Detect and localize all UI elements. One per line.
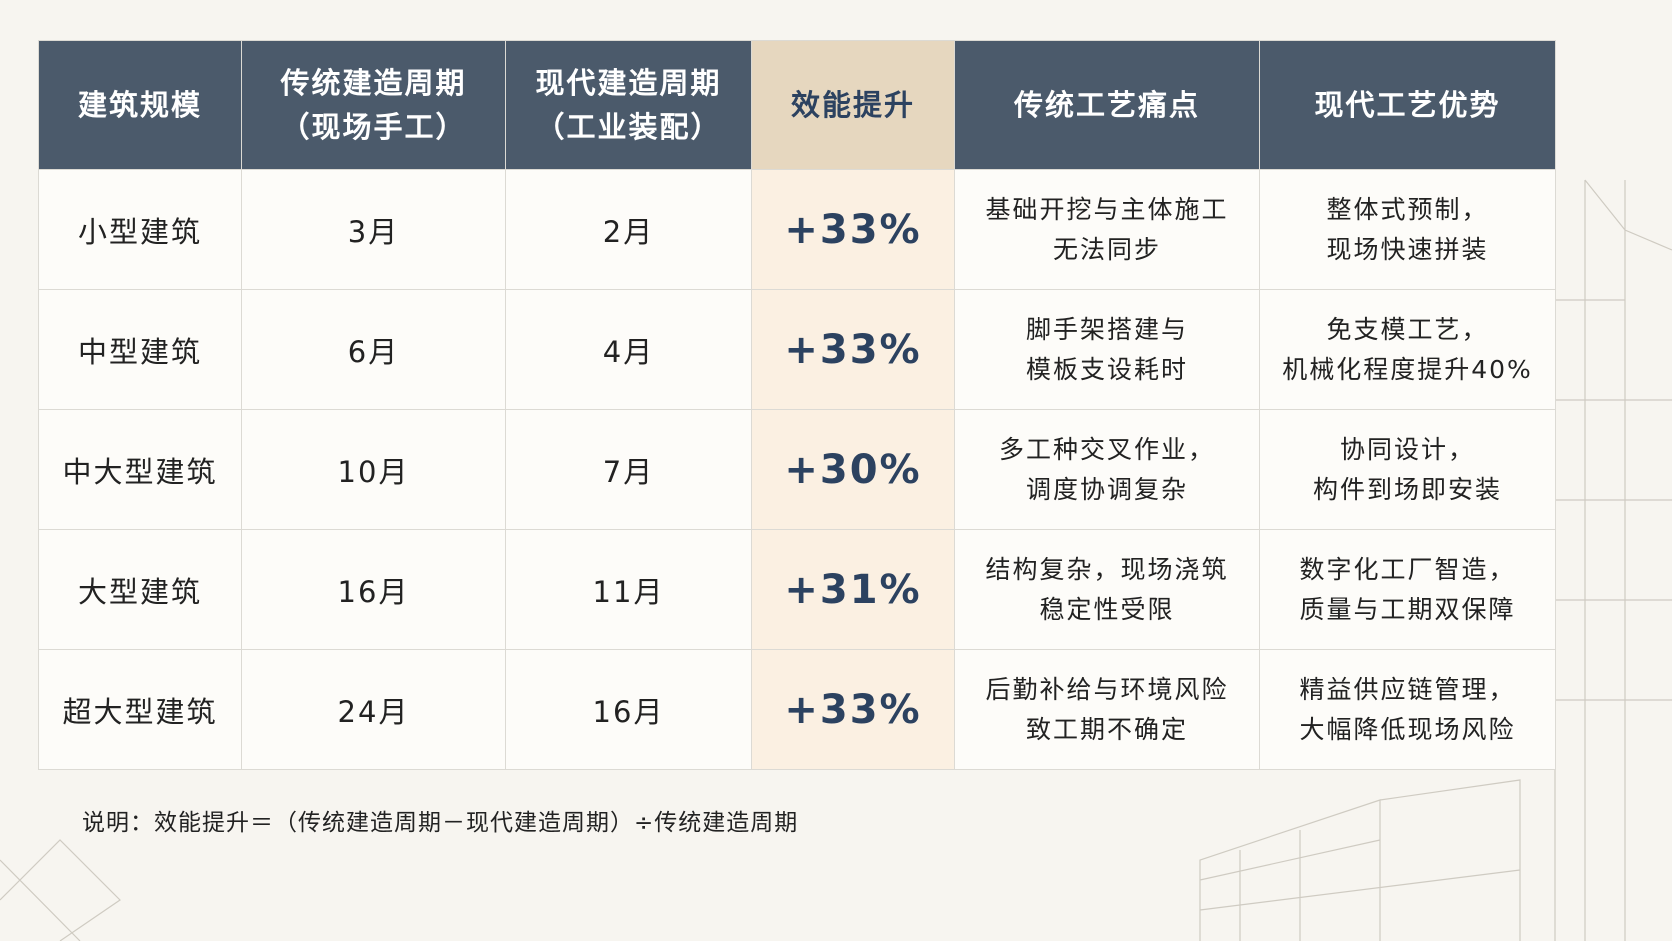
table-cell: +30%: [751, 409, 955, 530]
table-cell: 中型建筑: [38, 289, 242, 410]
cell-line: （工业装配）: [535, 110, 722, 144]
cell-line: 7月: [602, 454, 655, 489]
cell-line: 调度协调复杂: [1025, 474, 1188, 504]
table-row: 小型建筑 3月 2月 +33% 基础开挖与主体施工 无法同步 整体式预制， 现场快速拼装: [38, 169, 1556, 290]
header-cell: 现代工艺优势: [1259, 40, 1556, 170]
cell-line: +33%: [784, 326, 922, 373]
table-row: 大型建筑 16月 11月 +31% 结构复杂，现场浇筑 稳定性受限 数字化工厂智造， 质量与工…: [38, 529, 1556, 650]
cell-line: 中大型建筑: [62, 454, 218, 489]
cell-line: 精益供应链管理，: [1299, 674, 1516, 704]
header-cell: 传统工艺痛点: [954, 40, 1260, 170]
table-cell: 10月: [241, 409, 506, 530]
table-row: 中型建筑 6月 4月 +33% 脚手架搭建与 模板支设耗时 免支模工艺， 机械化程度提升40%: [38, 289, 1556, 410]
table-row: 超大型建筑 24月 16月 +33% 后勤补给与环境风险 致工期不确定 精益供应链管理， 大幅…: [38, 649, 1556, 770]
cell-line: 10月: [337, 454, 410, 489]
table-cell: 大型建筑: [38, 529, 242, 650]
header-cell: 效能提升: [751, 40, 955, 170]
cell-line: 模板支设耗时: [1025, 354, 1188, 384]
table-cell: 16月: [241, 529, 506, 650]
table-cell: 超大型建筑: [38, 649, 242, 770]
cell-line: 16月: [592, 694, 665, 729]
cell-line: 大型建筑: [77, 574, 202, 609]
table-cell: +33%: [751, 649, 955, 770]
cell-line: 2月: [602, 214, 655, 249]
table-cell: 4月: [505, 289, 752, 410]
cell-line: 24月: [337, 694, 410, 729]
cell-line: 无法同步: [1052, 234, 1161, 264]
cell-line: 现场快速拼装: [1326, 234, 1489, 264]
table-cell: 后勤补给与环境风险 致工期不确定: [954, 649, 1260, 770]
cell-line: 基础开挖与主体施工: [985, 194, 1229, 224]
table-cell: 2月: [505, 169, 752, 290]
cell-line: 3月: [347, 214, 400, 249]
table-cell: 3月: [241, 169, 506, 290]
table-cell: 11月: [505, 529, 752, 650]
cell-line: 4月: [602, 334, 655, 369]
cell-line: 建筑规模: [77, 88, 202, 122]
header-cell: 建筑规模: [38, 40, 242, 170]
cell-line: 中型建筑: [77, 334, 202, 369]
table-cell: 免支模工艺， 机械化程度提升40%: [1259, 289, 1556, 410]
cell-line: 16月: [337, 574, 410, 609]
table-cell: 结构复杂，现场浇筑 稳定性受限: [954, 529, 1260, 650]
cell-line: 多工种交叉作业，: [998, 434, 1215, 464]
cell-line: 机械化程度提升40%: [1282, 354, 1533, 384]
table-cell: 精益供应链管理， 大幅降低现场风险: [1259, 649, 1556, 770]
header-row: 建筑规模 传统建造周期 （现场手工） 现代建造周期 （工业装配） 效能提升 传统工艺痛点 现代…: [38, 40, 1556, 170]
table-cell: 协同设计， 构件到场即安装: [1259, 409, 1556, 530]
cell-line: 效能提升: [790, 88, 915, 122]
cell-line: 后勤补给与环境风险: [985, 674, 1229, 704]
cell-line: 整体式预制，: [1326, 194, 1489, 224]
table-cell: 7月: [505, 409, 752, 530]
cell-line: 稳定性受限: [1039, 594, 1175, 624]
comparison-table: 建筑规模 传统建造周期 （现场手工） 现代建造周期 （工业装配） 效能提升 传统工艺痛点 现代…: [38, 40, 1556, 770]
cell-line: 大幅降低现场风险: [1299, 714, 1516, 744]
table-cell: +33%: [751, 169, 955, 290]
header-cell: 传统建造周期 （现场手工）: [241, 40, 506, 170]
table-cell: 6月: [241, 289, 506, 410]
cell-line: 超大型建筑: [62, 694, 218, 729]
cell-line: +33%: [784, 686, 922, 733]
table-row: 中大型建筑 10月 7月 +30% 多工种交叉作业， 调度协调复杂 协同设计， 构件到场即安装: [38, 409, 1556, 530]
table-cell: 多工种交叉作业， 调度协调复杂: [954, 409, 1260, 530]
header-cell: 现代建造周期 （工业装配）: [505, 40, 752, 170]
cell-line: 数字化工厂智造，: [1299, 554, 1516, 584]
cell-line: 致工期不确定: [1025, 714, 1188, 744]
table-cell: 脚手架搭建与 模板支设耗时: [954, 289, 1260, 410]
table-cell: 中大型建筑: [38, 409, 242, 530]
cell-line: （现场手工）: [280, 110, 467, 144]
cell-line: 结构复杂，现场浇筑: [985, 554, 1229, 584]
cell-line: 现代工艺优势: [1314, 88, 1501, 122]
table-cell: 24月: [241, 649, 506, 770]
cell-line: 传统工艺痛点: [1013, 88, 1200, 122]
cell-line: 传统建造周期: [280, 66, 467, 100]
cell-line: 构件到场即安装: [1312, 474, 1502, 504]
cell-line: 免支模工艺，: [1326, 314, 1489, 344]
table-cell: 16月: [505, 649, 752, 770]
cell-line: 小型建筑: [77, 214, 202, 249]
cell-line: 质量与工期双保障: [1299, 594, 1516, 624]
cell-line: +33%: [784, 206, 922, 253]
cell-line: +31%: [784, 566, 922, 613]
cell-line: +30%: [784, 446, 922, 493]
cell-line: 6月: [347, 334, 400, 369]
table-cell: 基础开挖与主体施工 无法同步: [954, 169, 1260, 290]
table-cell: 整体式预制， 现场快速拼装: [1259, 169, 1556, 290]
cell-line: 脚手架搭建与: [1025, 314, 1188, 344]
table-cell: +31%: [751, 529, 955, 650]
note: 说明：效能提升＝（传统建造周期－现代建造周期）÷传统建造周期: [82, 810, 799, 836]
cell-line: 协同设计，: [1339, 434, 1475, 464]
cell-line: 现代建造周期: [535, 66, 722, 100]
table-cell: +33%: [751, 289, 955, 410]
table-cell: 小型建筑: [38, 169, 242, 290]
cell-line: 11月: [592, 574, 665, 609]
table-cell: 数字化工厂智造， 质量与工期双保障: [1259, 529, 1556, 650]
